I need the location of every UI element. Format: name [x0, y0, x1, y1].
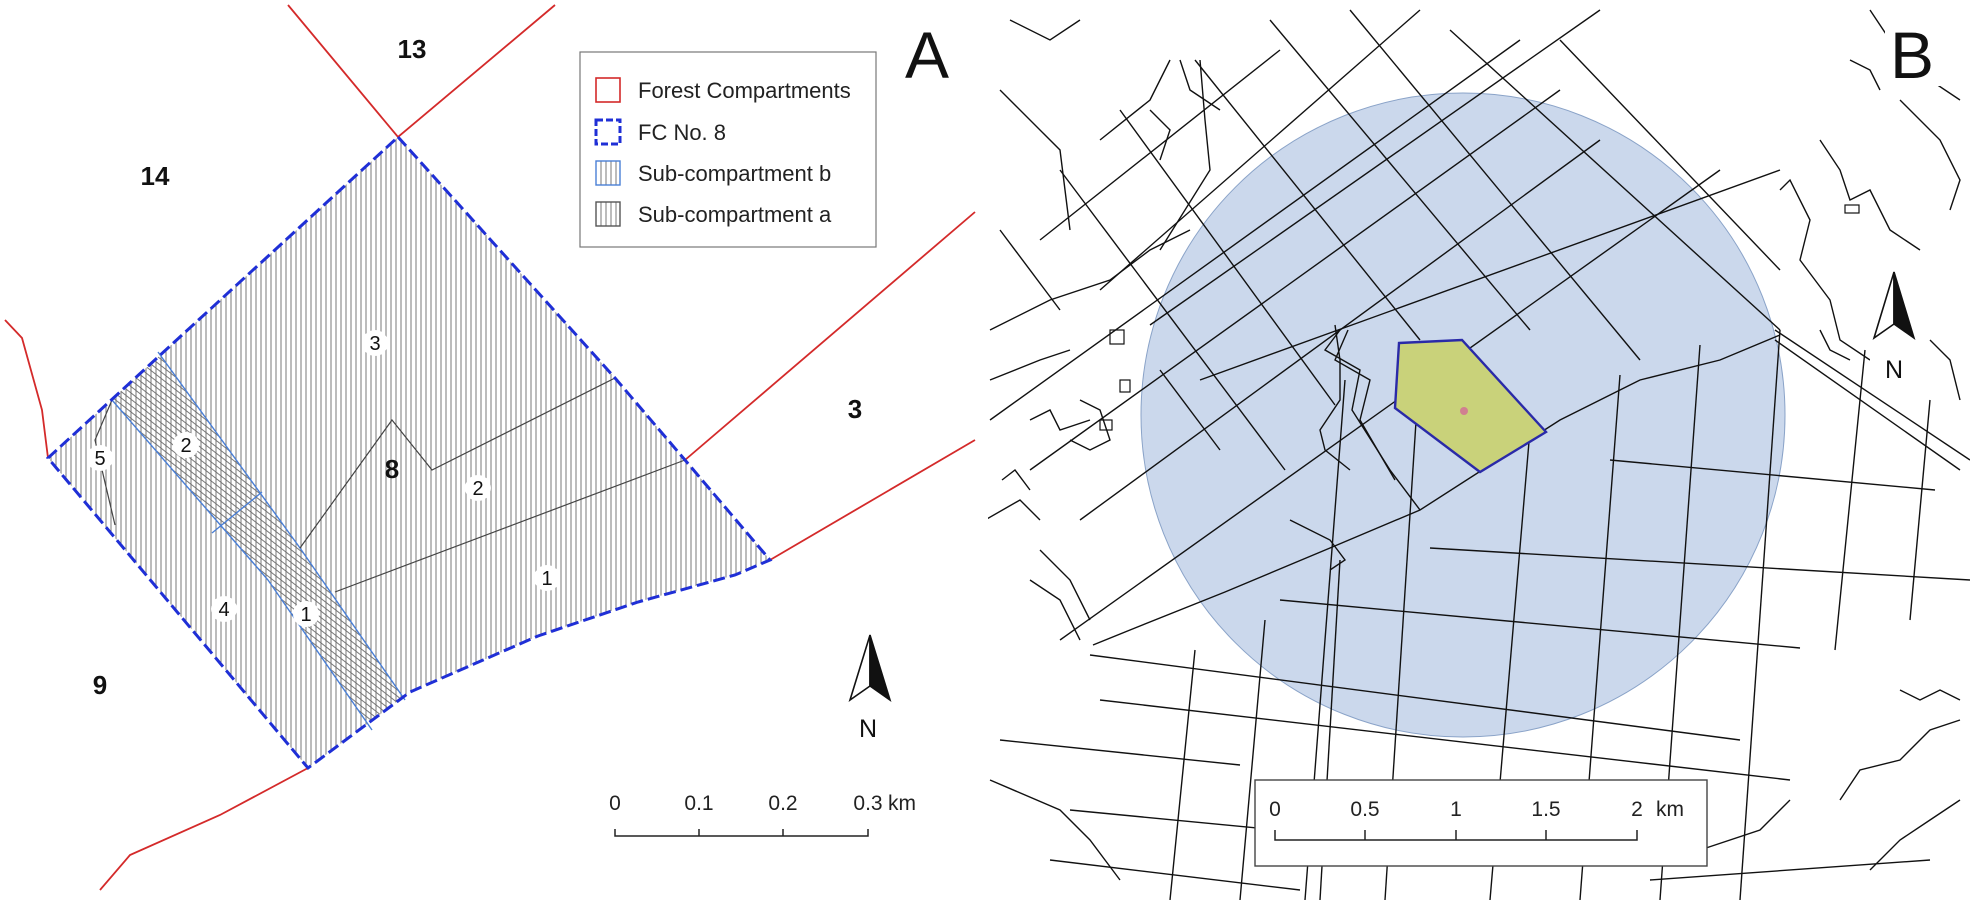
- scale-b-tick-2: 1: [1450, 798, 1462, 821]
- sub-label-1-strip: 1: [293, 601, 319, 627]
- legend-item-sub-b: Sub-compartment b: [595, 160, 831, 186]
- panel-b-map: B N 0 0.5 1 1.5 2 km: [985, 6, 1970, 900]
- sub-label-3: 3: [362, 330, 388, 356]
- sub-label-2-right: 2: [465, 475, 491, 501]
- fc8-boundary: [45, 134, 773, 771]
- svg-text:2: 2: [472, 478, 483, 500]
- north-arrow-b-icon: [1872, 271, 1916, 340]
- sub-label-4: 4: [211, 596, 237, 622]
- scale-b-tick-3: 1.5: [1531, 798, 1560, 821]
- compartment-label-9: 9: [93, 670, 107, 700]
- scale-b-unit: km: [1656, 798, 1684, 821]
- scale-a-unit: km: [888, 792, 916, 815]
- panel-letter-b-bg: [1885, 6, 1970, 86]
- svg-text:FC No. 8: FC No. 8: [638, 120, 726, 145]
- scale-bar-a: 0 0.1 0.2 0.3 km: [609, 792, 916, 837]
- svg-text:5: 5: [94, 448, 105, 470]
- scale-b-tick-0: 0: [1269, 798, 1281, 821]
- legend-item-sub-a: Sub-compartment a: [595, 201, 832, 227]
- svg-text:1: 1: [300, 604, 311, 626]
- panel-letter-b: B: [1890, 18, 1934, 92]
- svg-text:4: 4: [218, 599, 229, 621]
- svg-text:Sub-compartment b: Sub-compartment b: [638, 161, 831, 186]
- svg-text:2: 2: [180, 435, 191, 457]
- legend-item-fc8: FC No. 8: [594, 118, 726, 146]
- scale-bar-b: 0 0.5 1 1.5 2 km: [1254, 779, 1708, 867]
- svg-text:1: 1: [541, 568, 552, 590]
- scale-a-tick-0: 0: [609, 792, 621, 815]
- sub-labels: 3 2 5 2 1 4 1: [87, 330, 560, 627]
- fc8-highlight-parcel: [1393, 338, 1548, 474]
- scale-a-tick-3: 0.3: [853, 792, 882, 815]
- legend-swatch-blue-dashed: [594, 118, 622, 146]
- legend-swatch-red: [595, 77, 621, 103]
- compartment-label-14: 14: [141, 161, 170, 191]
- scale-a-tick-2: 0.2: [768, 792, 797, 815]
- road-network: [985, 9, 1970, 900]
- svg-text:Forest Compartments: Forest Compartments: [638, 78, 851, 103]
- fc8-inner-boundaries: [94, 377, 686, 593]
- north-arrow-a-icon: [848, 634, 892, 702]
- compartment-label-8: 8: [385, 454, 399, 484]
- sub-label-5: 5: [87, 445, 113, 471]
- fc8-center-point: [1460, 407, 1468, 415]
- legend: Forest Compartments FC No. 8 Sub-compart…: [579, 51, 877, 248]
- north-label-b: N: [1885, 356, 1903, 384]
- legend-swatch-hatch-blue: [595, 160, 621, 186]
- scale-b-box: [1254, 779, 1708, 867]
- scale-b-tick-1: 0.5: [1350, 798, 1379, 821]
- panel-letter-a: A: [905, 18, 949, 92]
- north-label-a: N: [859, 715, 877, 743]
- panel-a-map: 13 14 3 9 8 3 2 5 2 1 4 1 A Forest Compa…: [4, 4, 976, 891]
- svg-text:Sub-compartment a: Sub-compartment a: [638, 202, 832, 227]
- compartment-label-3: 3: [848, 394, 862, 424]
- sub-label-2-upper: 2: [173, 432, 199, 458]
- scale-a-tick-1: 0.1: [684, 792, 713, 815]
- scale-b-tick-4: 2: [1631, 798, 1643, 821]
- compartment-label-13: 13: [398, 34, 427, 64]
- svg-text:3: 3: [369, 333, 380, 355]
- legend-swatch-hatch-grey: [595, 201, 621, 227]
- legend-box: [579, 51, 877, 248]
- sub-label-1-right: 1: [534, 565, 560, 591]
- legend-item-forest-compartments: Forest Compartments: [595, 77, 851, 103]
